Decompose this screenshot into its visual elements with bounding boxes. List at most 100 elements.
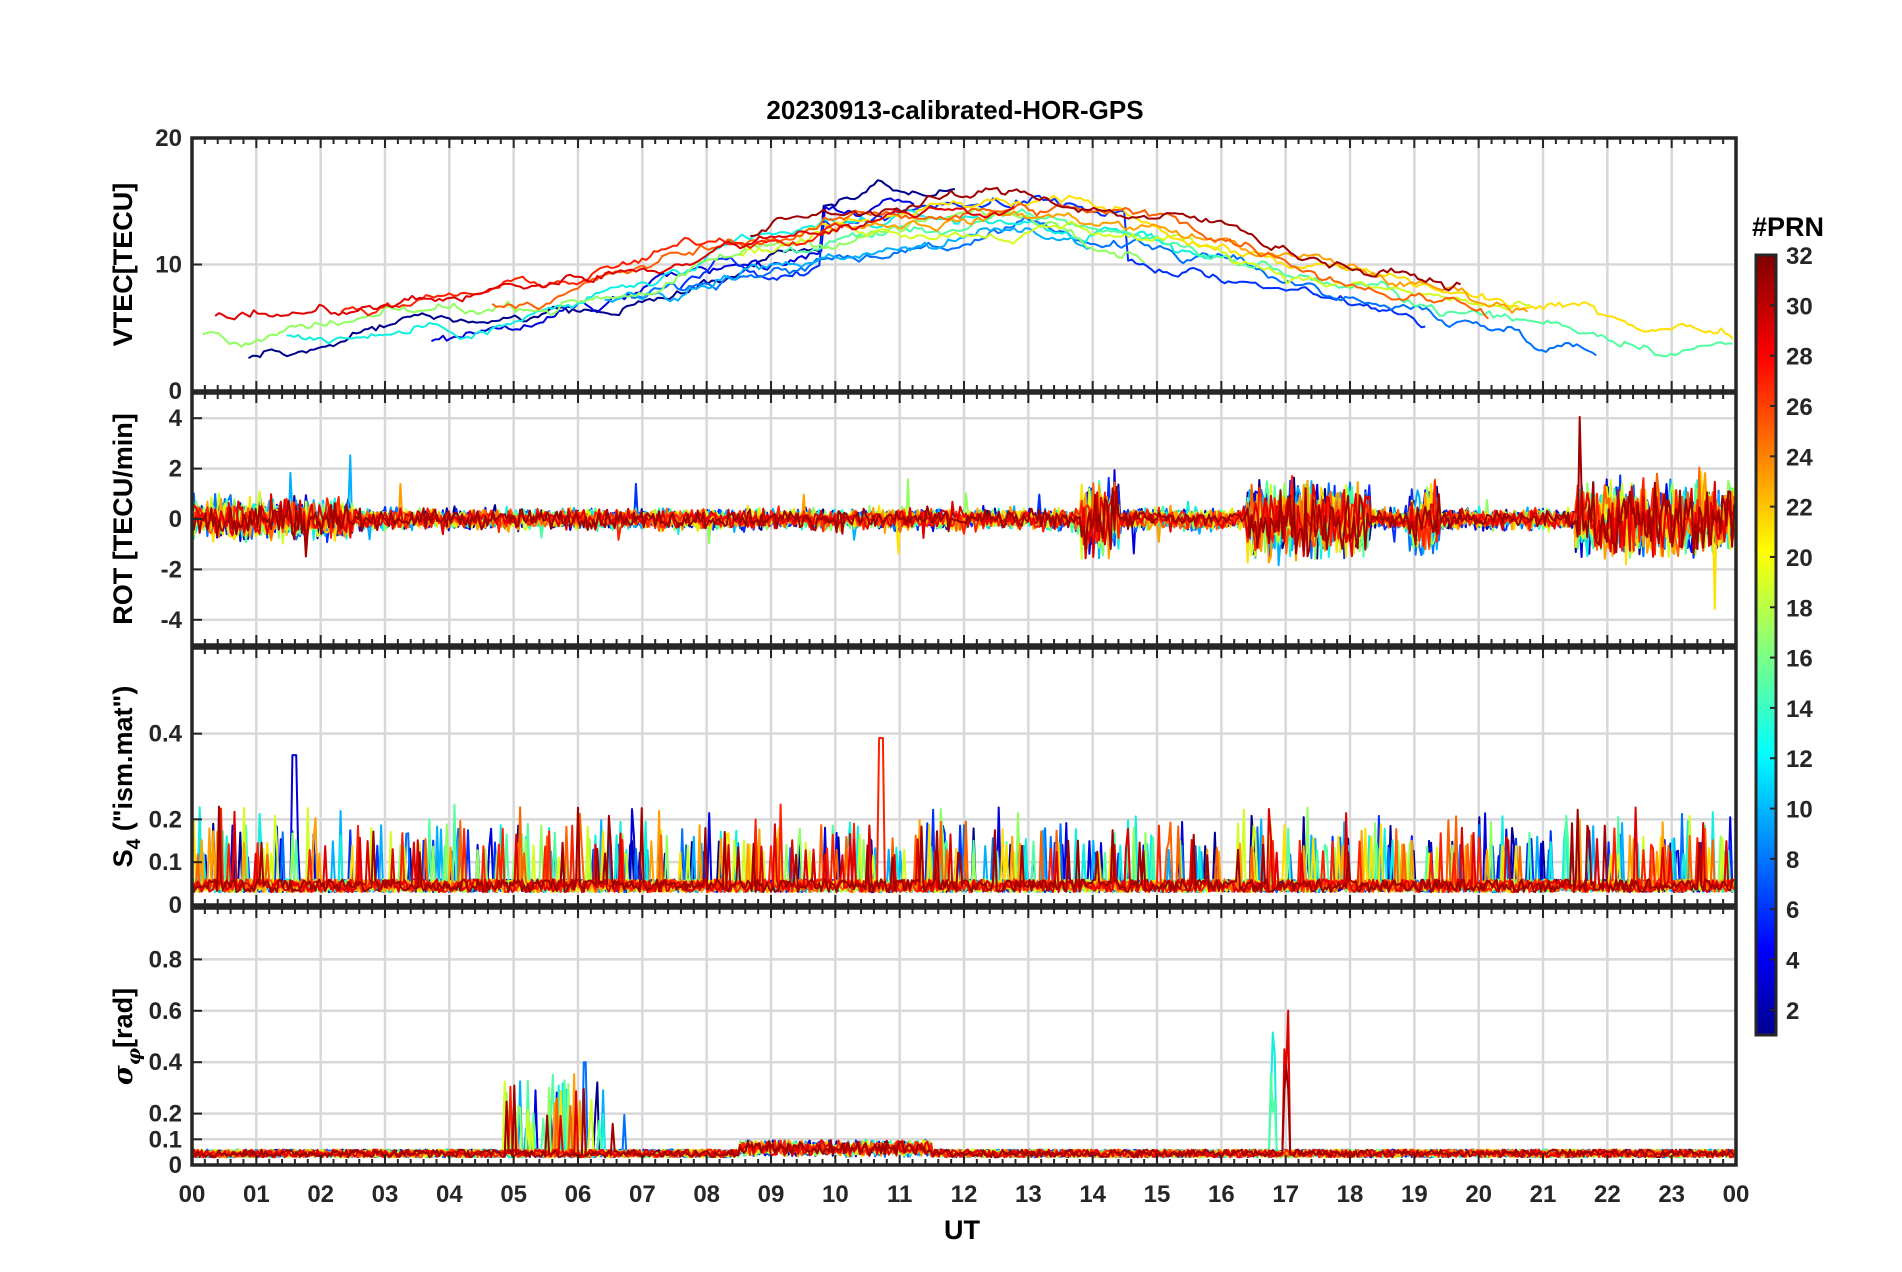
x-tick-label: 05 <box>500 1181 527 1208</box>
series-line-prn <box>286 208 1217 345</box>
colorbar-tick-label: 20 <box>1786 545 1813 572</box>
x-tick-label: 13 <box>1015 1181 1042 1208</box>
colorbar-tick-label: 24 <box>1786 444 1813 471</box>
x-axis-label: UT <box>944 1215 980 1245</box>
panel-vtec-frame <box>190 136 1738 393</box>
series-line-prn <box>192 415 1736 558</box>
y-tick-label: 10 <box>155 252 182 279</box>
y-tick-label: 0 <box>169 892 182 919</box>
y-tick-label: 0 <box>169 506 182 533</box>
colorbar-tick-label: 6 <box>1786 897 1799 924</box>
x-tick-label: 00 <box>1723 1181 1750 1208</box>
colorbar-tick-label: 26 <box>1786 394 1813 421</box>
y-tick-label: 4 <box>169 405 183 432</box>
x-tick-label: 20 <box>1465 1181 1492 1208</box>
x-tick-label: 23 <box>1658 1181 1685 1208</box>
y-tick-label: 0.4 <box>149 1049 183 1076</box>
x-tick-label: 18 <box>1337 1181 1364 1208</box>
y-tick-label: 0.2 <box>149 806 182 833</box>
panel-sigma-ylabel-main: σ <box>108 1065 139 1085</box>
panel-sigma: 00.10.2 0.4 0.6 0.8 σφ[rad] <box>108 906 1738 1179</box>
panel-sigma-yticks: 00.10.2 0.4 0.6 0.8 <box>149 946 183 1179</box>
x-tick-label: 00 <box>179 1181 206 1208</box>
panel-s4-ylabel-sub: 4 <box>124 838 145 849</box>
colorbar-tick-label: 10 <box>1786 797 1813 824</box>
series-line-prn <box>604 227 1092 303</box>
panel-s4-ylabel-main: S <box>108 849 138 867</box>
series-line-prn <box>491 202 1489 320</box>
series-line-prn <box>192 805 1735 894</box>
panel-rot-frame <box>190 391 1738 647</box>
colorbar-tick-label: 30 <box>1786 293 1813 320</box>
panel-s4-ylabel-rest: ("ism.mat") <box>108 686 138 839</box>
series-line-prn <box>340 222 844 317</box>
colorbar-gradient <box>1754 253 1778 1037</box>
colorbar-tick-label: 8 <box>1786 847 1799 874</box>
panel-vtec-ylabel: VTEC[TECU] <box>108 183 138 347</box>
x-tick-label: 01 <box>243 1181 270 1208</box>
series-line-prn <box>679 194 1426 329</box>
panel-s4-yticks: 0 0.1 0.2 0.4 <box>149 721 183 919</box>
panel-s4-ylabel: S4 ("ism.mat") <box>108 686 145 868</box>
y-tick-label: 0.2 <box>149 1101 182 1128</box>
x-tick-label: 08 <box>693 1181 720 1208</box>
series-line-prn <box>631 216 1597 357</box>
panel-sigma-grid <box>192 908 1736 1165</box>
y-tick-label: 0.4 <box>149 721 183 748</box>
x-tick-label: 21 <box>1530 1181 1557 1208</box>
panel-sigma-ylabel-sub: φ <box>123 1048 145 1065</box>
x-tick-label: 06 <box>565 1181 592 1208</box>
chart-title: 20230913-calibrated-HOR-GPS <box>766 95 1143 125</box>
colorbar-tick-label: 12 <box>1786 746 1813 773</box>
x-tick-label: 09 <box>758 1181 785 1208</box>
y-tick-label: 0.1 <box>149 849 182 876</box>
x-tick-label: 17 <box>1272 1181 1299 1208</box>
x-tick-label: 11 <box>887 1181 912 1208</box>
colorbar-tick-label: 22 <box>1786 495 1813 522</box>
panel-rot: -4 -2 0 2 4 ROT [TECU/min] <box>108 391 1738 647</box>
x-tick-label: 22 <box>1594 1181 1621 1208</box>
panel-rot-yticks: -4 -2 0 2 4 <box>161 405 183 634</box>
panel-sigma-frame <box>190 906 1738 1167</box>
y-tick-label: 2 <box>169 456 182 483</box>
y-tick-label: 0.1 <box>149 1126 182 1153</box>
x-tick-label: 19 <box>1401 1181 1428 1208</box>
colorbar-tick-label: 18 <box>1786 595 1813 622</box>
series-line-prn <box>192 1065 1735 1159</box>
panel-sigma-ylabel-rest: [rad] <box>108 988 138 1048</box>
panel-s4-series <box>192 737 1736 894</box>
colorbar-tick-label: 16 <box>1786 646 1813 673</box>
colorbar-tick-label: 2 <box>1786 998 1799 1025</box>
x-tick-label: 02 <box>307 1181 334 1208</box>
panel-vtec-series <box>202 179 1734 360</box>
colorbar-label: #PRN <box>1752 212 1824 242</box>
colorbar-tick-label: 32 <box>1786 243 1813 270</box>
y-tick-label: 0.6 <box>149 998 182 1025</box>
colorbar-tick-label: 14 <box>1786 696 1813 723</box>
panel-sigma-ylabel: σφ[rad] <box>108 988 145 1085</box>
panel-s4-frame <box>190 646 1738 907</box>
series-line-prn <box>824 210 1529 314</box>
x-tick-label: 07 <box>629 1181 656 1208</box>
series-line-prn <box>782 208 1733 358</box>
y-tick-label: 0.8 <box>149 946 182 973</box>
series-line-prn <box>739 220 1531 311</box>
panel-vtec-grid <box>192 138 1736 391</box>
y-tick-label: -4 <box>161 607 183 634</box>
x-tick-label: 16 <box>1208 1181 1235 1208</box>
x-tick-label: 03 <box>372 1181 399 1208</box>
series-line-prn <box>750 186 1461 292</box>
y-tick-label: 0 <box>169 378 182 405</box>
panel-vtec-yticks: 0 10 20 <box>155 125 182 405</box>
y-tick-label: 0 <box>169 1152 182 1179</box>
series-line-prn <box>797 194 1734 340</box>
panel-s4: 0 0.1 0.2 0.4 S4 ("ism.mat") <box>108 646 1738 919</box>
panel-vtec: 0 10 20 VTEC[TECU] <box>108 125 1738 405</box>
x-tick-label: 10 <box>822 1181 849 1208</box>
series-line-prn <box>247 179 956 360</box>
panel-rot-ylabel: ROT [TECU/min] <box>108 413 138 624</box>
colorbar-tick-label: 4 <box>1786 948 1800 975</box>
x-tick-label: 15 <box>1144 1181 1171 1208</box>
